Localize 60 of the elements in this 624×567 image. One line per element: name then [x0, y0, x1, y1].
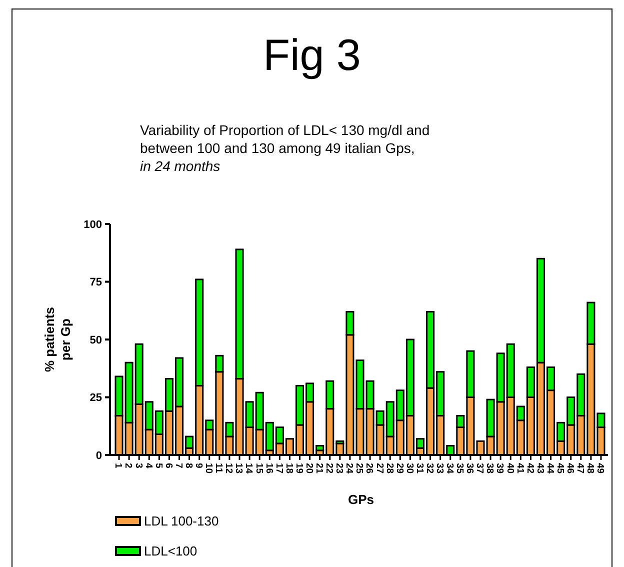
x-tick-label: 33: [434, 463, 445, 474]
x-tick-label: 49: [594, 463, 606, 474]
x-tick-label: 41: [514, 463, 526, 474]
x-tick-label: 30: [404, 463, 415, 474]
y-tick-label: 75: [90, 276, 102, 289]
x-tick-label: 28: [384, 463, 395, 474]
x-tick-label: 4: [142, 463, 154, 469]
x-tick-label: 16: [263, 463, 274, 474]
x-tick-label: 43: [534, 463, 546, 474]
x-tick-label: 35: [454, 463, 466, 474]
x-tick-label: 24: [344, 463, 355, 474]
x-tick-label: 1: [112, 463, 124, 469]
x-tick-label: 37: [474, 463, 486, 474]
x-tick-label: 45: [554, 463, 566, 474]
x-tick-label: 40: [504, 463, 516, 474]
x-tick-label: 5: [152, 463, 164, 469]
y-tick-label: 0: [96, 450, 102, 462]
x-tick-label: 12: [223, 463, 234, 474]
x-tick-label: 6: [162, 463, 174, 468]
legend-label: LDL 100-130: [144, 514, 219, 529]
x-tick-label: 8: [182, 463, 194, 468]
x-tick-label: 27: [374, 463, 385, 474]
x-tick-label: 42: [524, 463, 536, 474]
x-axis-title: GPs: [348, 492, 374, 507]
x-tick-label: 2: [122, 463, 134, 468]
x-tick-label: 20: [303, 463, 314, 474]
x-tick-label: 15: [253, 463, 264, 474]
chart-title: Fig 3: [263, 31, 361, 80]
y-axis-title: % patients per Gp: [42, 306, 73, 372]
x-tick-label: 9: [193, 463, 204, 468]
x-tick-label: 25: [354, 463, 365, 474]
x-tick-label: 10: [203, 463, 214, 474]
x-tick-label: 14: [243, 463, 254, 474]
x-tick-label: 34: [444, 463, 456, 474]
x-tick-label: 44: [544, 463, 556, 474]
y-tick-label: 25: [90, 392, 102, 404]
y-tick-label: 100: [84, 218, 102, 231]
x-tick-label: 11: [213, 463, 224, 474]
x-tick-label: 17: [273, 463, 284, 474]
x-tick-label: 29: [394, 463, 405, 474]
x-tick-label: 18: [283, 463, 294, 474]
x-tick-label: 23: [334, 463, 345, 474]
x-tick-label: 32: [424, 463, 435, 474]
x-tick-label: 19: [293, 463, 304, 474]
x-tick-label: 26: [364, 463, 375, 474]
x-tick-label: 13: [233, 463, 244, 474]
x-tick-label: 39: [494, 463, 506, 474]
x-tick-label: 3: [132, 463, 144, 468]
x-tick-label: 46: [564, 463, 576, 474]
legend-label: LDL<100: [144, 544, 198, 559]
x-tick-label: 48: [584, 463, 596, 474]
x-tick-label: 36: [464, 463, 476, 474]
x-tick-label: 21: [314, 463, 325, 474]
x-tick-label: 38: [484, 463, 496, 474]
x-tick-label: 22: [324, 463, 335, 474]
text: in 24 months: [140, 158, 220, 174]
y-tick-label: 50: [90, 334, 102, 346]
x-tick-label: 47: [574, 463, 586, 474]
x-tick-label: 31: [414, 463, 425, 474]
x-tick-label: 7: [172, 463, 184, 468]
